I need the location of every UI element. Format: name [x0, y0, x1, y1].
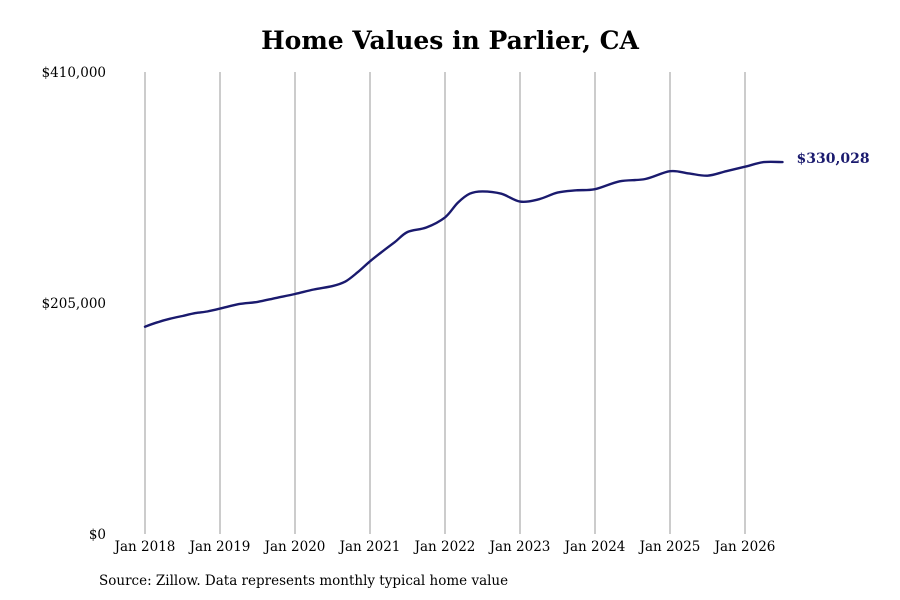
y-axis: $0 $205,000 $410,000	[42, 65, 106, 543]
end-value-label: $330,028	[797, 151, 870, 167]
x-tick-label: Jan 2019	[188, 539, 251, 555]
x-tick-label: Jan 2022	[413, 539, 476, 555]
y-tick-label: $410,000	[42, 65, 106, 81]
chart-title: Home Values in Parlier, CA	[261, 26, 639, 55]
x-tick-label: Jan 2018	[113, 539, 176, 555]
x-tick-label: Jan 2023	[488, 539, 551, 555]
series-line	[143, 160, 784, 328]
y-tick-label: $205,000	[42, 296, 106, 312]
x-tick-label: Jan 2026	[713, 539, 776, 555]
x-tick-label: Jan 2025	[638, 539, 701, 555]
y-tick-label: $0	[89, 527, 106, 543]
x-tick-label: Jan 2021	[338, 539, 401, 555]
source-note: Source: Zillow. Data represents monthly …	[99, 573, 509, 589]
x-tick-label: Jan 2024	[563, 539, 626, 555]
x-tick-label: Jan 2020	[263, 539, 326, 555]
x-axis: Jan 2018 Jan 2019 Jan 2020 Jan 2021 Jan 2022…	[113, 539, 776, 555]
grid-lines	[144, 72, 746, 534]
